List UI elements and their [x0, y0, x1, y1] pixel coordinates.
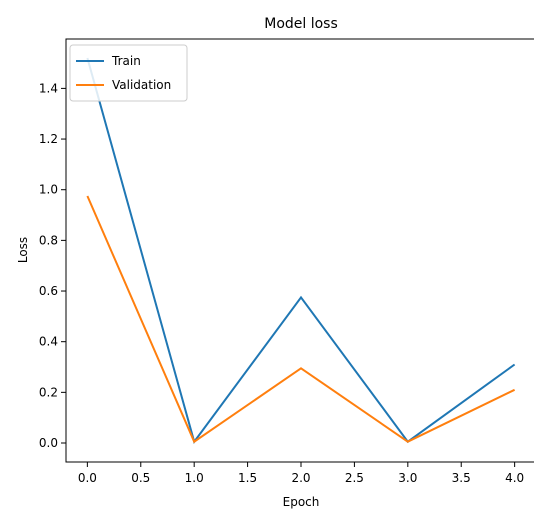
y-tick-label: 0.4 — [39, 335, 58, 349]
x-tick-label: 2.5 — [345, 471, 364, 485]
y-tick-label: 1.4 — [39, 81, 58, 95]
x-tick-label: 4.0 — [505, 471, 524, 485]
y-tick-label: 1.2 — [39, 132, 58, 146]
x-tick-label: 1.0 — [185, 471, 204, 485]
legend-label-train: Train — [111, 54, 141, 68]
y-tick-label: 0.0 — [39, 436, 58, 450]
x-tick-label: 3.0 — [398, 471, 417, 485]
plot-frame — [65, 38, 534, 463]
x-tick-label: 0.5 — [131, 471, 150, 485]
y-tick-label: 0.2 — [39, 385, 58, 399]
series-line-validation — [86, 195, 516, 444]
y-tick-label: 0.6 — [39, 284, 58, 298]
legend-box — [69, 44, 188, 102]
chart-title: Model loss — [264, 16, 338, 32]
x-tick-label: 3.5 — [452, 471, 471, 485]
legend: Train Validation — [69, 44, 188, 102]
x-tick-label: 0.0 — [78, 471, 97, 485]
y-tick-label: 0.8 — [39, 233, 58, 247]
x-tick-label: 2.0 — [291, 471, 310, 485]
y-axis-ticks: 0.0 0.2 0.4 0.6 0.8 1.0 1.2 1.4 — [39, 81, 66, 450]
plot-area — [86, 57, 516, 444]
y-axis-label: Loss — [16, 237, 30, 263]
series-line-train — [86, 57, 516, 444]
x-tick-label: 1.5 — [238, 471, 257, 485]
legend-label-validation: Validation — [112, 78, 171, 92]
x-axis-ticks: 0.0 0.5 1.0 1.5 2.0 2.5 3.0 3.5 4.0 — [78, 462, 524, 485]
y-tick-label: 1.0 — [39, 183, 58, 197]
x-axis-label: Epoch — [283, 495, 320, 509]
